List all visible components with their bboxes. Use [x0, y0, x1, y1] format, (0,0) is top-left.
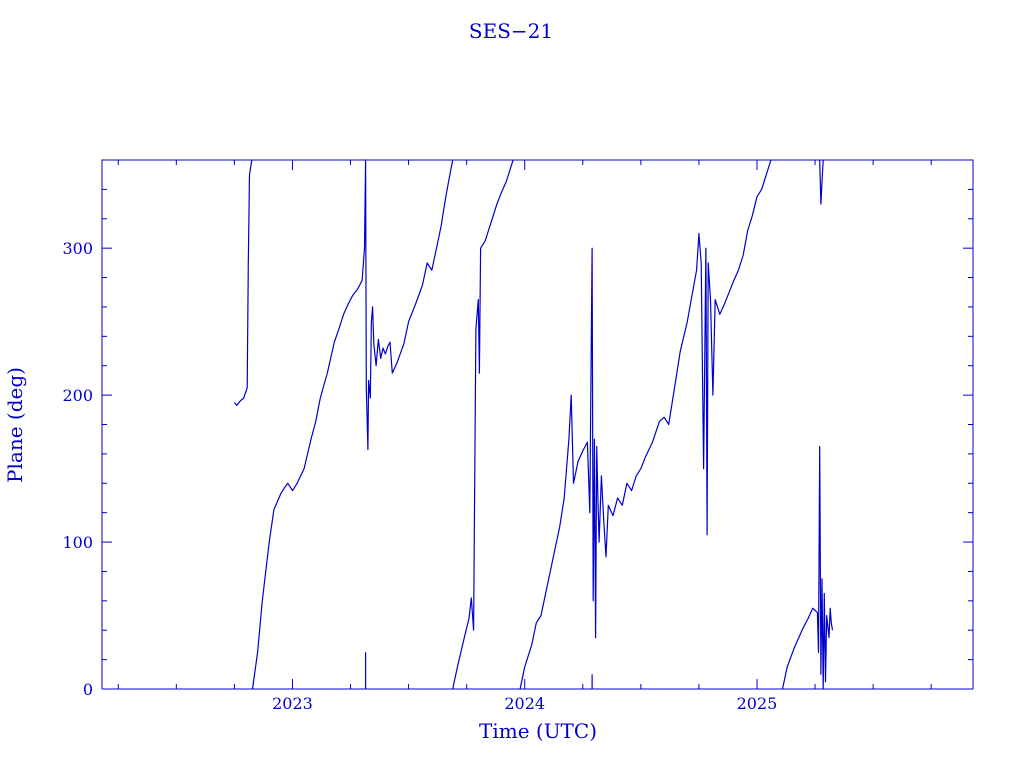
x-tick-label: 2024	[504, 694, 545, 713]
plot-frame	[101, 159, 974, 690]
plot-series	[233, 159, 834, 690]
x-tick-label: 2025	[737, 694, 778, 713]
y-tick-label: 300	[62, 239, 93, 258]
chart-title: SES−21	[469, 19, 553, 43]
y-axis: 0 100 200 300	[62, 159, 973, 699]
y-axis-label: Plane (deg)	[3, 367, 27, 483]
plane-series-segment-4	[452, 159, 514, 690]
plane-series-segment-2	[251, 159, 454, 690]
x-axis: 2023 2024 2025	[117, 160, 932, 713]
y-tick-label: 0	[83, 680, 93, 699]
y-tick-label: 200	[62, 386, 93, 405]
x-tick-label: 2023	[272, 694, 313, 713]
plane-series-segment-7	[781, 445, 834, 690]
x-axis-label: Time (UTC)	[479, 719, 597, 743]
plane-series-segment-1	[233, 159, 253, 406]
plane-series-segment-5	[519, 159, 772, 690]
plane-series-segment-8	[819, 159, 824, 205]
y-tick-label: 100	[62, 533, 93, 552]
